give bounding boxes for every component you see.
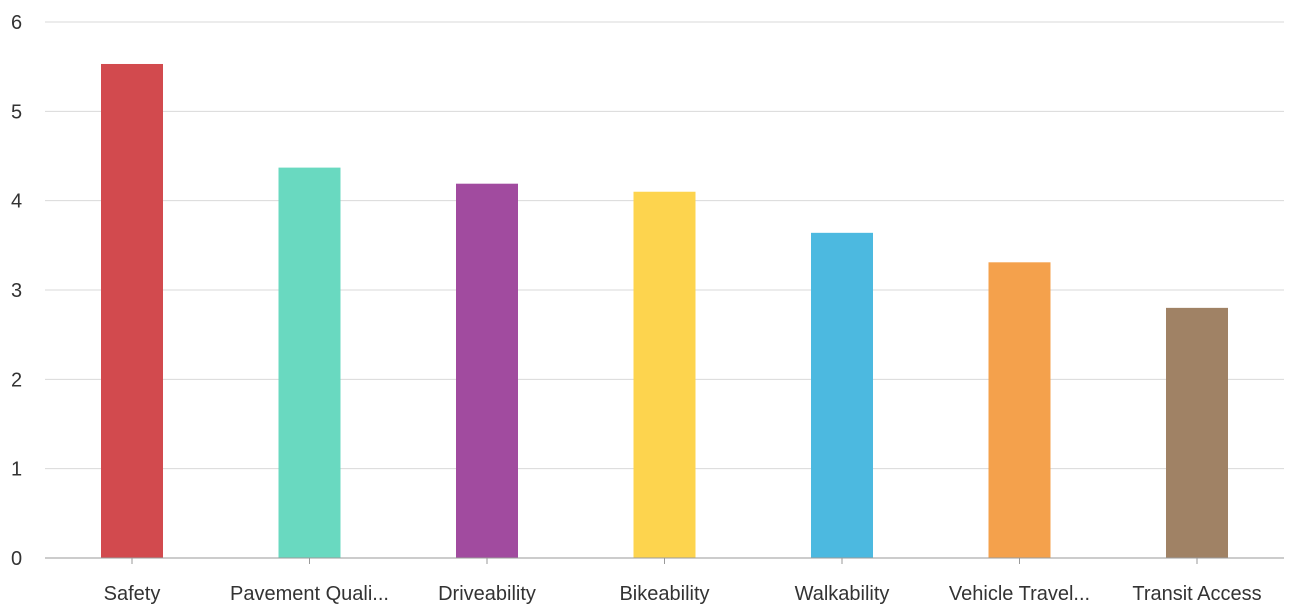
x-tick-label: Pavement Quali... bbox=[230, 583, 389, 605]
x-tick-label: Driveability bbox=[438, 583, 536, 605]
x-tick-label: Transit Access bbox=[1132, 583, 1261, 605]
bar-5 bbox=[811, 232, 873, 558]
y-tick-label: 4 bbox=[11, 191, 22, 213]
y-tick-label: 0 bbox=[11, 548, 22, 570]
y-tick-label: 2 bbox=[11, 369, 22, 391]
bar-4 bbox=[633, 191, 696, 558]
bars bbox=[101, 63, 1228, 559]
x-axis-tick-labels: Safety Pavement Quali... Driveability Bikea… bbox=[104, 558, 1262, 605]
x-tick-label: Safety bbox=[104, 583, 161, 605]
bar-7 bbox=[1166, 307, 1228, 558]
x-tick-label: Walkability bbox=[795, 583, 890, 605]
x-tick-label: Vehicle Travel... bbox=[949, 583, 1090, 605]
bar-2 bbox=[278, 167, 341, 558]
y-tick-label: 6 bbox=[11, 12, 22, 34]
y-axis-tick-labels: 0 1 2 3 4 5 6 bbox=[11, 12, 22, 570]
bar-1 bbox=[101, 63, 163, 559]
y-tick-label: 3 bbox=[11, 280, 22, 302]
y-tick-label: 5 bbox=[11, 101, 22, 123]
bar-6 bbox=[988, 262, 1051, 558]
x-tick-label: Bikeability bbox=[619, 583, 709, 605]
y-tick-label: 1 bbox=[11, 459, 22, 481]
bar-3 bbox=[456, 183, 518, 558]
